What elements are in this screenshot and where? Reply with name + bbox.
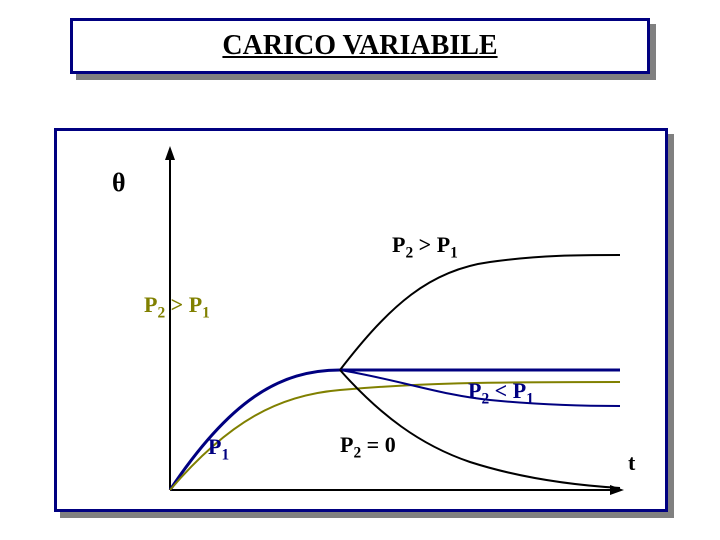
label-t: t [628, 450, 635, 476]
label-p1: P1 [208, 434, 229, 460]
label-p2-lt: P2 < P1 [468, 378, 534, 404]
curve-p1 [170, 370, 620, 490]
label-theta: θ [112, 168, 126, 198]
curve-p2-gt-top [340, 255, 620, 370]
label-p2-gt-top: P2 > P1 [392, 232, 458, 258]
label-p2-zero: P2 = 0 [340, 432, 396, 458]
y-axis-arrow-icon [165, 146, 175, 160]
label-p2-gt: P2 > P1 [144, 292, 210, 318]
